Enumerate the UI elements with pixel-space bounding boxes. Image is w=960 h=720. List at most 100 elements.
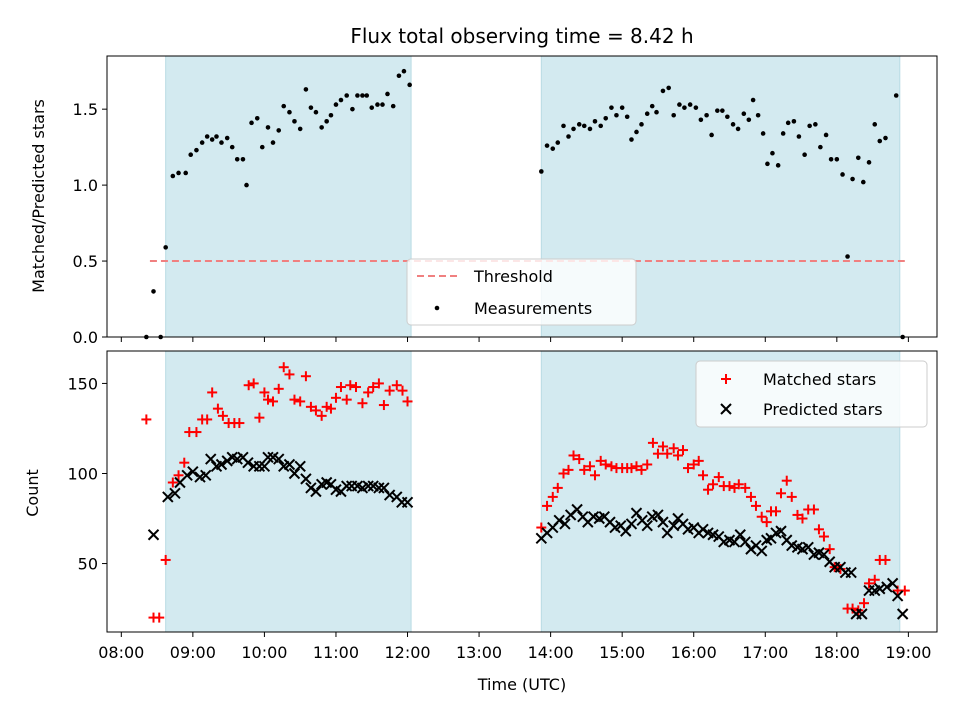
bottom-x-ticks: 08:00 09:00 10:00 11:00 12:00 13:00 14:00 15:00… <box>98 632 931 662</box>
predicted-star-point-b <box>636 514 648 527</box>
measurement-point <box>303 87 309 92</box>
measurement-point <box>544 143 550 148</box>
predicted-star-point-b <box>667 520 680 532</box>
matched-star-point <box>584 461 595 472</box>
measurement-point <box>587 126 593 132</box>
measurement-point <box>649 103 655 109</box>
measurement-point <box>855 155 861 161</box>
matched-star-point <box>558 468 569 479</box>
measurement-point <box>598 123 604 129</box>
matched-star-point <box>818 531 829 542</box>
predicted-star-point <box>775 525 787 537</box>
matched-star-point <box>217 410 228 421</box>
measurement-point <box>629 137 634 142</box>
predicted-star-point-b <box>755 545 768 557</box>
measurement-point <box>151 289 156 294</box>
measurement-point <box>619 105 625 110</box>
bottom-ytick-label: 50 <box>78 555 98 574</box>
measurement-point <box>802 152 807 158</box>
measurement-point <box>791 119 797 124</box>
legend-measurements-label: Measurements <box>474 299 592 318</box>
predicted-star-point <box>242 456 254 469</box>
predicted-star-point-b <box>187 465 199 478</box>
predicted-star-point-b <box>598 511 610 523</box>
measurement-point <box>240 156 246 162</box>
predicted-star-point-b <box>362 480 374 492</box>
measurement-point <box>324 119 329 124</box>
matched-star-point <box>254 412 265 423</box>
matched-star-point <box>316 410 327 421</box>
measurement-point <box>624 114 630 120</box>
predicted-star-point-b <box>267 451 279 463</box>
measurement-point <box>770 150 775 156</box>
measurement-point <box>893 93 899 98</box>
predicted-star-point-b <box>786 539 798 552</box>
predicted-star-point-b <box>791 541 804 554</box>
predicted-star-point-b <box>625 518 638 530</box>
matched-star-point <box>402 396 413 407</box>
matched-star-point <box>642 459 653 470</box>
measurement-point <box>308 105 314 110</box>
measurement-point <box>194 147 199 153</box>
predicted-star-point-b <box>845 566 857 579</box>
measurement-point <box>550 146 556 151</box>
matched-star-point <box>248 378 259 389</box>
measurement-point <box>845 254 850 259</box>
predicted-star-point-b <box>615 520 627 532</box>
matched-star-point <box>808 504 819 515</box>
measurement-point <box>840 172 845 177</box>
matched-star-point <box>391 380 402 391</box>
x-axis-label: Time (UTC) <box>477 675 566 694</box>
predicted-star-point-b <box>739 536 751 548</box>
matched-star-point <box>880 554 891 565</box>
matched-star-point <box>750 500 761 511</box>
matched-star-point <box>647 437 658 448</box>
bottom-xtick-label: 12:00 <box>384 643 430 662</box>
bottom-xtick-label: 15:00 <box>599 643 645 662</box>
matched-star-point <box>234 418 245 429</box>
predicted-star-point-b <box>262 451 274 463</box>
matched-star-point <box>899 585 910 596</box>
matched-star-point <box>761 517 772 528</box>
bottom-legend: Matched stars Predicted stars <box>695 360 928 428</box>
predicted-star-point <box>362 480 374 492</box>
predicted-star-point-b <box>818 548 830 561</box>
matched-star-point <box>173 470 184 481</box>
predicted-star-point <box>802 541 814 554</box>
matched-star-point <box>259 387 270 398</box>
matched-star-point <box>273 383 284 394</box>
matched-star-point <box>335 382 346 393</box>
matched-star-point <box>600 459 611 470</box>
measurement-point <box>823 132 829 138</box>
bottom-xtick-label: 17:00 <box>742 643 788 662</box>
predicted-star-point <box>310 485 322 498</box>
measurements-layer <box>144 68 905 340</box>
measurement-point <box>276 128 282 133</box>
matched-star-point <box>207 387 218 398</box>
measurement-point <box>313 109 319 115</box>
measurement-point <box>281 103 287 109</box>
matched-star-point <box>345 380 356 391</box>
measurement-point <box>765 161 770 167</box>
predicted-star-point-b <box>734 529 746 541</box>
measurement-point <box>746 117 752 123</box>
top-x-ticks <box>120 337 909 342</box>
predicted-star-point-b <box>242 456 254 469</box>
legend-predicted-label: Predicted stars <box>763 400 883 419</box>
measurement-point <box>828 156 834 162</box>
predicted-star-point-b <box>652 509 664 521</box>
predicted-star-point-b <box>351 480 364 492</box>
measurement-point <box>209 137 215 142</box>
predicted-star-point <box>283 458 296 471</box>
predicted-star-point <box>169 487 181 500</box>
matched-star-point <box>631 461 642 472</box>
predicted-star-point-b <box>728 536 741 548</box>
matched-star-point <box>295 396 306 407</box>
matched-star-point <box>536 522 547 533</box>
matched-star-point <box>703 484 714 495</box>
predicted-star-point-b <box>781 534 793 546</box>
predicted-star-point-b <box>723 534 736 546</box>
matched-star-point <box>552 482 563 493</box>
measurement-point <box>297 126 303 132</box>
measurement-point <box>682 105 687 110</box>
